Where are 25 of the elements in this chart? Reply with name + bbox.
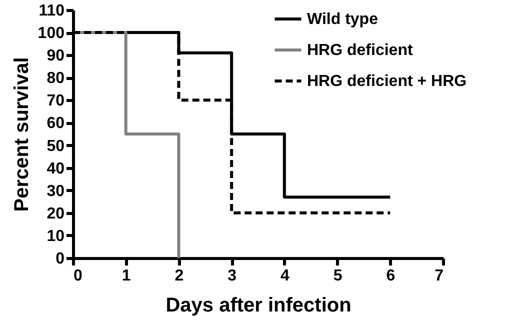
x-axis-title: Days after infection [166,294,352,316]
x-tick-label: 7 [434,268,444,284]
y-tick-label: 110 [38,2,65,20]
x-tick-label: 5 [333,268,342,284]
y-tick-label: 70 [46,92,65,110]
x-tick-label: 3 [228,268,237,284]
legend-label: HRG deficient [307,42,414,59]
y-tick-label: 0 [56,250,65,268]
legend-label: Wild type [307,11,378,28]
y-tick-label: 90 [46,48,65,65]
y-tick-label: 100 [38,25,65,42]
y-tick-label: 80 [46,70,65,88]
y-tick-label: 20 [46,205,65,222]
x-tick-label: 0 [74,268,82,284]
x-tick-label: 6 [386,268,396,284]
legend-label: HRG deficient + HRG [307,73,467,90]
y-tick-label: 50 [46,138,65,155]
y-tick-label: 30 [46,182,65,200]
x-tick-label: 4 [280,268,290,284]
x-tick-label: 2 [174,268,184,284]
x-tick-label: 1 [122,268,131,284]
y-tick-label: 60 [46,115,65,132]
y-tick-label: 10 [46,228,65,245]
y-axis-title: Percent survival [10,57,33,212]
y-tick-label: 40 [46,160,65,178]
